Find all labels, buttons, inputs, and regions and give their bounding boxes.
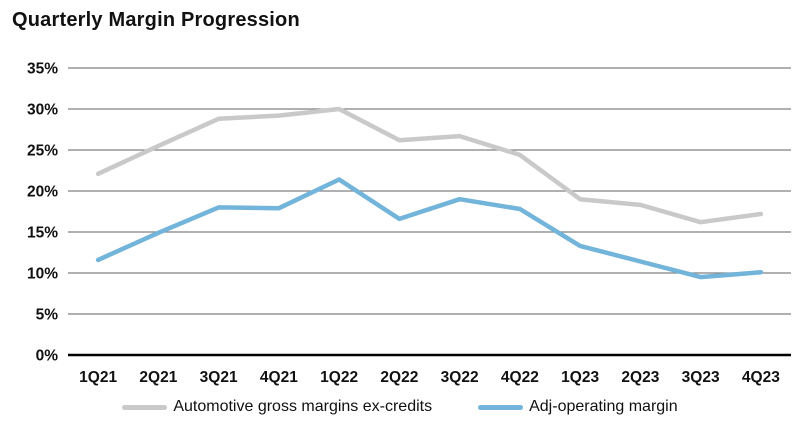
x-axis-label: 4Q22 [501, 369, 539, 386]
legend-item-gross-margins: Automotive gross margins ex-credits [122, 398, 432, 416]
y-axis-label: 20% [27, 184, 58, 201]
blue-line-swatch [478, 404, 524, 410]
x-axis-label: 4Q23 [742, 369, 780, 386]
legend-label-gross-margins: Automotive gross margins ex-credits [173, 398, 433, 415]
x-axis-label: 4Q21 [260, 369, 298, 386]
chart-legend: Automotive gross margins ex-credits Adj-… [0, 398, 800, 416]
series-line-1 [95, 177, 764, 280]
x-axis-label: 1Q21 [79, 369, 117, 386]
x-axis-label: 2Q23 [621, 369, 659, 386]
x-axis-label: 1Q23 [561, 369, 599, 386]
y-axis-label: 15% [27, 225, 58, 242]
x-axis-label: 3Q23 [682, 369, 720, 386]
y-axis-label: 0% [36, 348, 59, 365]
x-axis-label: 1Q22 [320, 369, 358, 386]
legend-label-adj-operating: Adj-operating margin [529, 398, 678, 415]
chart-title: Quarterly Margin Progression [12, 9, 300, 31]
x-axis-label: 2Q21 [139, 369, 177, 386]
gray-line-swatch [122, 404, 168, 410]
x-axis-label: 3Q22 [441, 369, 479, 386]
series-line-0 [95, 106, 764, 225]
x-axis-label: 2Q22 [380, 369, 418, 386]
y-axis-label: 5% [36, 307, 59, 324]
line-chart: 35% 30% 25% 20% 15% 10% 5% 0% 1Q21 2Q21 3Q21 4Q21 1Q… [27, 61, 791, 386]
x-axis-label: 3Q21 [200, 369, 238, 386]
y-axis-label: 30% [27, 102, 58, 119]
y-axis-label: 10% [27, 266, 58, 283]
legend-item-adj-operating: Adj-operating margin [478, 398, 678, 416]
y-axis-label: 25% [27, 143, 58, 160]
y-axis-label: 35% [27, 61, 58, 78]
